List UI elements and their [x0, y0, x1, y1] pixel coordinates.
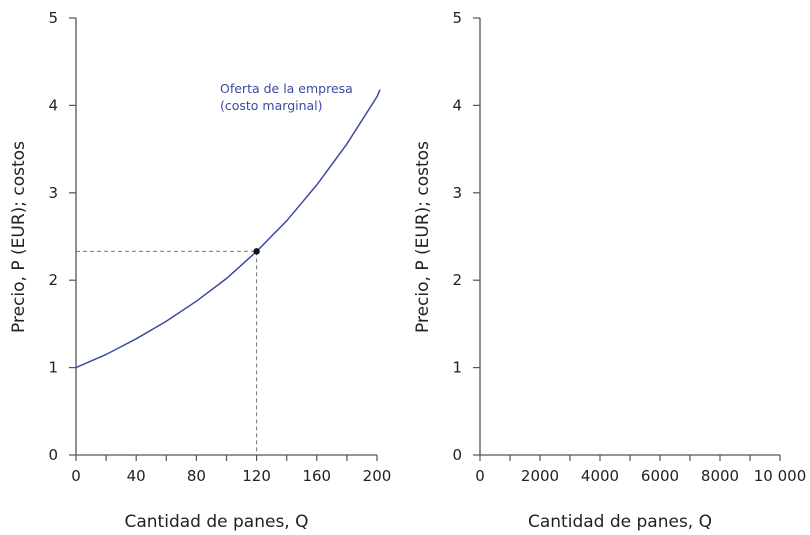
y-tick-label: 2: [48, 271, 58, 289]
y-tick-label: 0: [452, 446, 462, 464]
y-tick-label: 1: [452, 359, 462, 377]
supply-curve: [75, 89, 381, 369]
highlight-point: [253, 248, 260, 255]
y-tick-label: 5: [48, 9, 58, 27]
y-tick-label: 0: [48, 446, 58, 464]
x-axis-label: Cantidad de panes, Q: [528, 512, 712, 532]
curve-label-line1: Oferta de la empresa: [220, 81, 353, 96]
x-tick-label: 200: [363, 467, 392, 485]
curve-label-line2: (costo marginal): [220, 98, 323, 113]
y-tick-label: 2: [452, 271, 462, 289]
x-tick-label: 10 000: [754, 467, 807, 485]
x-tick-label: 40: [127, 467, 146, 485]
y-axis-label: Precio, P (EUR); costos: [413, 141, 433, 333]
x-tick-label: 0: [475, 467, 485, 485]
y-axis-label: Precio, P (EUR); costos: [9, 141, 29, 333]
y-tick-label: 5: [452, 9, 462, 27]
y-tick-label: 4: [48, 96, 58, 114]
x-tick-label: 80: [187, 467, 206, 485]
x-tick-label: 160: [302, 467, 331, 485]
y-tick-label: 3: [48, 184, 58, 202]
x-tick-label: 8000: [701, 467, 739, 485]
x-tick-label: 4000: [581, 467, 619, 485]
y-tick-label: 1: [48, 359, 58, 377]
x-tick-label: 120: [242, 467, 271, 485]
y-tick-label: 4: [452, 96, 462, 114]
x-tick-label: 0: [71, 467, 81, 485]
x-tick-label: 2000: [521, 467, 559, 485]
x-axis-label: Cantidad de panes, Q: [125, 512, 309, 532]
y-tick-label: 3: [452, 184, 462, 202]
x-tick-label: 6000: [641, 467, 679, 485]
